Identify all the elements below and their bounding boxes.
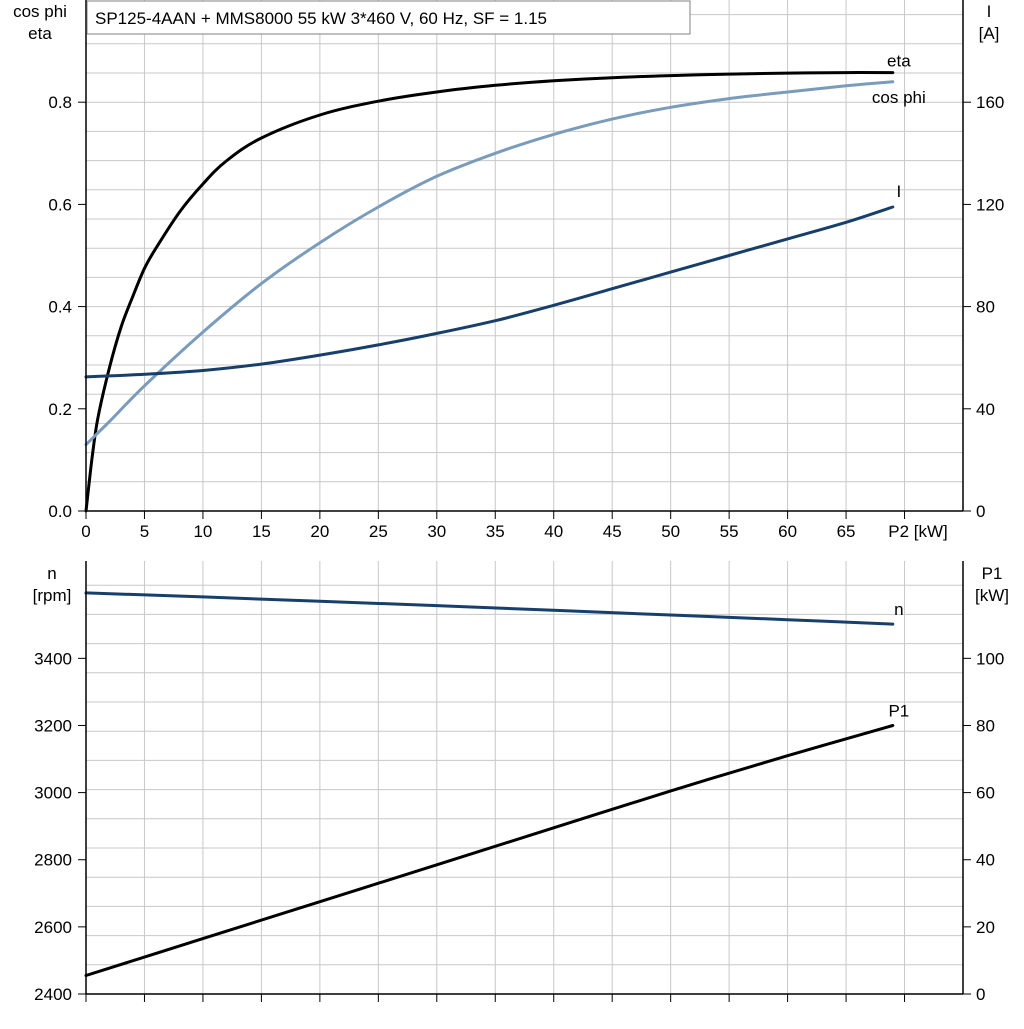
y-left-tick-label: 0.8 — [48, 93, 72, 112]
x-tick-label: 15 — [252, 522, 271, 541]
top-series-group — [84, 71, 895, 513]
y-left-tick-label: 2600 — [34, 918, 72, 937]
y-right-tick-label: 20 — [976, 918, 995, 937]
x-tick-label: 55 — [720, 522, 739, 541]
y-left-axis-label: n — [47, 564, 56, 583]
x-tick-label: 60 — [778, 522, 797, 541]
x-tick-label: 0 — [81, 522, 90, 541]
series-line-n — [84, 591, 895, 626]
y-right-tick-label: 0 — [976, 502, 985, 521]
x-tick-label: 50 — [661, 522, 680, 541]
series-label-i: I — [896, 182, 901, 201]
y-right-axis-label: I — [987, 2, 992, 21]
y-left-tick-label: 0.6 — [48, 195, 72, 214]
y-right-tick-label: 60 — [976, 784, 995, 803]
y-right-tick-label: 80 — [976, 716, 995, 735]
x-tick-label: 30 — [427, 522, 446, 541]
axes-group — [78, 0, 971, 1002]
series-label-p1: P1 — [888, 701, 909, 720]
series-line-i — [84, 205, 895, 379]
y-left-tick-label: 0.4 — [48, 298, 72, 317]
chart-title-box — [86, 0, 691, 35]
series-label-eta: eta — [887, 52, 911, 71]
x-axis-label: P2 [kW] — [888, 522, 948, 541]
y-left-tick-label: 2400 — [34, 985, 72, 1004]
y-left-tick-label: 0.2 — [48, 400, 72, 419]
bottom-grid — [86, 561, 963, 994]
y-right-tick-label: 0 — [976, 985, 985, 1004]
series-line-p1 — [84, 724, 895, 977]
x-tick-label: 10 — [193, 522, 212, 541]
x-tick-label: 20 — [310, 522, 329, 541]
x-tick-label: 35 — [486, 522, 505, 541]
y-right-tick-label: 40 — [976, 400, 995, 419]
y-left-tick-label: 2800 — [34, 851, 72, 870]
y-left-tick-label: 3400 — [34, 649, 72, 668]
y-right-tick-label: 120 — [976, 195, 1004, 214]
x-tick-label: 40 — [544, 522, 563, 541]
series-label-cos-phi: cos phi — [872, 88, 926, 107]
series-label-n: n — [894, 600, 903, 619]
y-right-axis-label: P1 — [982, 564, 1003, 583]
y-right-axis-label: [kW] — [975, 586, 1009, 605]
y-left-axis-label: cos phi — [13, 2, 67, 21]
y-right-axis-label: [A] — [979, 24, 1000, 43]
y-right-tick-label: 40 — [976, 851, 995, 870]
labels-group: 0 5 10 15 20 25 30 35 40 45 50 55 60 65 P2 [kW] 0.0 0.2 0… — [13, 2, 1009, 1004]
x-tick-label: 25 — [369, 522, 388, 541]
bottom-series-group — [84, 591, 895, 977]
x-tick-label: 65 — [837, 522, 856, 541]
y-right-tick-label: 160 — [976, 93, 1004, 112]
y-right-tick-label: 100 — [976, 649, 1004, 668]
series-line-cos-phi — [84, 80, 895, 447]
top-grid — [86, 0, 963, 511]
y-left-axis-label: [rpm] — [33, 586, 72, 605]
x-tick-label: 45 — [603, 522, 622, 541]
x-tick-label: 5 — [140, 522, 149, 541]
y-left-axis-label: eta — [28, 24, 52, 43]
series-line-eta — [84, 71, 895, 513]
chart-title: SP125-4AAN + MMS8000 55 kW 3*460 V, 60 H… — [95, 9, 547, 28]
y-left-tick-label: 3000 — [34, 784, 72, 803]
y-left-tick-label: 0.0 — [48, 502, 72, 521]
y-right-tick-label: 80 — [976, 298, 995, 317]
y-left-tick-label: 3200 — [34, 716, 72, 735]
